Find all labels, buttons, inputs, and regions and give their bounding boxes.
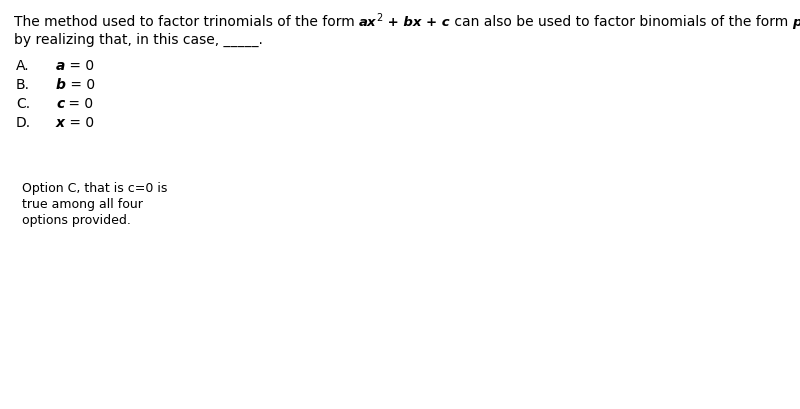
Text: = 0: = 0 [64, 97, 94, 111]
Text: Option C, that is c=0 is: Option C, that is c=0 is [22, 182, 167, 195]
Text: can also be used to factor binomials of the form: can also be used to factor binomials of … [450, 15, 792, 29]
Text: b: b [56, 78, 66, 92]
Text: = 0: = 0 [66, 78, 95, 92]
Text: = 0: = 0 [65, 116, 94, 130]
Text: = 0: = 0 [66, 59, 94, 73]
Text: c: c [56, 97, 64, 111]
Text: The method used to factor trinomials of the form: The method used to factor trinomials of … [14, 15, 359, 29]
Text: D.: D. [16, 116, 31, 130]
Text: B.: B. [16, 78, 30, 92]
Text: x: x [56, 116, 65, 130]
Text: 2: 2 [377, 13, 383, 23]
Text: ax: ax [359, 16, 377, 29]
Text: a: a [56, 59, 66, 73]
Text: A.: A. [16, 59, 30, 73]
Text: true among all four: true among all four [22, 198, 143, 211]
Text: C.: C. [16, 97, 30, 111]
Text: + bx + c: + bx + c [383, 16, 450, 29]
Text: px: px [792, 16, 800, 29]
Text: by realizing that, in this case, _____.: by realizing that, in this case, _____. [14, 33, 263, 47]
Text: options provided.: options provided. [22, 213, 131, 227]
